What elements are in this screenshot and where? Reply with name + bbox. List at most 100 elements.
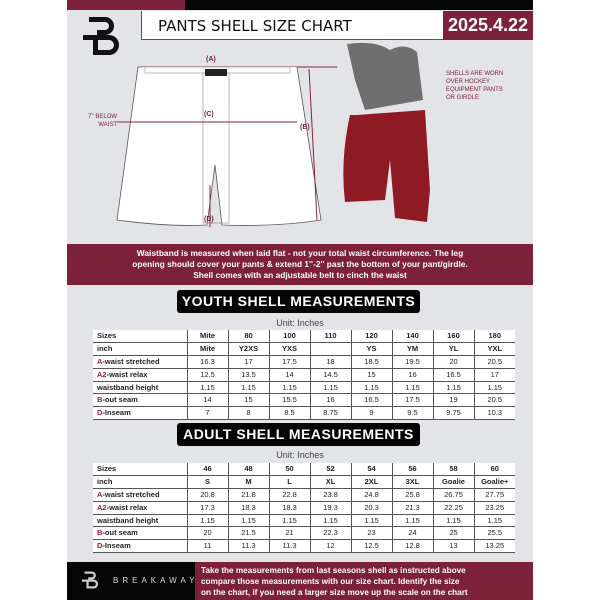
- table-cell: 16.3: [186, 355, 228, 369]
- size-chart-page: PANTS SHELL SIZE CHART 2025.4.22 (A) (C)…: [67, 0, 533, 600]
- label-c: (C): [204, 111, 214, 118]
- table-cell: 22.8: [268, 488, 310, 502]
- measure-code: A: [97, 489, 103, 499]
- table-cell: Mite: [186, 330, 228, 344]
- table-cell: 3XL: [391, 475, 433, 490]
- row-label: waistband height: [93, 381, 187, 395]
- table-cell: L: [268, 475, 310, 490]
- table-cell: 20.5: [473, 355, 515, 369]
- adult-size-table: Sizes 46 48 50 52 54 56 58 60 inch S M L XL 2XL 3XL Goal…: [93, 463, 515, 554]
- top-bar: [185, 0, 533, 10]
- table-cell: 24: [391, 526, 433, 541]
- page-title: PANTS SHELL SIZE CHART: [141, 11, 443, 40]
- photo-note-line: OR GIRDLE: [446, 95, 480, 101]
- table-cell: 17.5: [391, 393, 433, 408]
- table-cell: 18.3: [227, 501, 269, 515]
- table-cell: 50: [268, 463, 310, 477]
- measure-code: A: [97, 356, 103, 366]
- table-cell: 11.3: [227, 539, 269, 554]
- adult-unit-label: Unit: Inches: [276, 450, 324, 460]
- table-cell: 15.5: [268, 393, 310, 408]
- table-cell: 18.5: [350, 355, 392, 369]
- table-cell: 14: [268, 368, 310, 382]
- table-cell: 16.5: [350, 393, 392, 408]
- table-cell: 8.75: [309, 406, 351, 421]
- row-label: Sizes: [93, 463, 187, 477]
- table-cell: 9.75: [432, 406, 474, 421]
- table-cell: 2XL: [350, 475, 392, 490]
- table-cell: Goalie: [432, 475, 474, 490]
- row-label: waistband height: [93, 514, 187, 528]
- table-row: inch Mite Y2XS YXS YS YM YL YXL: [93, 342, 515, 357]
- table-cell: 20: [432, 355, 474, 369]
- table-cell: 14: [186, 393, 228, 408]
- table-cell: YL: [432, 342, 474, 357]
- table-cell: 16.5: [432, 368, 474, 382]
- table-cell: 23: [350, 526, 392, 541]
- footer-line: compare those measurements with our size…: [201, 577, 460, 586]
- table-cell: YXS: [268, 342, 310, 357]
- table-cell: 12.8: [391, 539, 433, 554]
- info-line: Shell comes with an adjustable belt to c…: [193, 270, 407, 280]
- youth-size-table: Sizes Mite 80 100 110 120 140 160 180 inch Mite Y2X…: [93, 330, 515, 421]
- table-row: B-out seam 14 15 15.5 16 16.5 17.5 19 20.5: [93, 393, 515, 408]
- table-cell: 7: [186, 406, 228, 421]
- table-row: waistband height 1.15 1.15 1.15 1.15 1.15 1.15…: [93, 381, 515, 395]
- table-cell: 25: [432, 526, 474, 541]
- table-cell: [309, 342, 351, 357]
- table-cell: 160: [432, 330, 474, 344]
- row-label: D-Inseam: [93, 539, 187, 554]
- table-row: Sizes Mite 80 100 110 120 140 160 180: [93, 330, 515, 344]
- table-cell: 17.5: [268, 355, 310, 369]
- table-cell: 1.15: [309, 381, 351, 395]
- table-cell: 20.3: [350, 501, 392, 515]
- table-cell: 19.5: [391, 355, 433, 369]
- table-row: inch S M L XL 2XL 3XL Goalie Goalie+: [93, 475, 515, 490]
- photo-note: SHELLS ARE WORN OVER HOCKEY EQUIPMENT PANT…: [446, 70, 503, 102]
- label-a: (A): [206, 56, 216, 63]
- table-cell: 1.15: [268, 514, 310, 528]
- table-cell: 48: [227, 463, 269, 477]
- row-label: D-Inseam: [93, 406, 187, 421]
- label-b: (B): [300, 124, 310, 131]
- measure-code: D: [97, 408, 103, 418]
- table-row: A2-waist relax 12.5 13.5 14 14.5 15 16 16.5 17: [93, 368, 515, 382]
- table-cell: YS: [350, 342, 392, 357]
- table-cell: 1.15: [432, 381, 474, 395]
- table-cell: 1.15: [473, 381, 515, 395]
- measure-code: B: [97, 395, 103, 405]
- table-cell: 27.75: [473, 488, 515, 502]
- table-cell: 9: [350, 406, 392, 421]
- table-cell: 13.5: [227, 368, 269, 382]
- table-cell: 25.5: [473, 526, 515, 541]
- table-cell: 1.15: [473, 514, 515, 528]
- table-cell: 19: [432, 393, 474, 408]
- table-cell: 1.15: [432, 514, 474, 528]
- table-cell: 15: [350, 368, 392, 382]
- table-cell: 56: [391, 463, 433, 477]
- adult-section-title: ADULT SHELL MEASUREMENTS: [177, 423, 420, 446]
- table-cell: 60: [473, 463, 515, 477]
- photo-note-line: OVER HOCKEY: [446, 79, 491, 85]
- table-cell: 1.15: [391, 514, 433, 528]
- table-cell: 12.5: [350, 539, 392, 554]
- info-line: Waistband is measured when laid flat - n…: [136, 248, 464, 258]
- table-row: Sizes 46 48 50 52 54 56 58 60: [93, 463, 515, 477]
- table-cell: 180: [473, 330, 515, 344]
- table-cell: 58: [432, 463, 474, 477]
- table-cell: 17: [227, 355, 269, 369]
- table-cell: 1.15: [227, 514, 269, 528]
- table-cell: Y2XS: [227, 342, 269, 357]
- table-cell: 1.15: [268, 381, 310, 395]
- table-cell: 80: [227, 330, 269, 344]
- footer-line: Take the measurements from last seasons …: [201, 566, 466, 575]
- table-cell: 19.3: [309, 501, 351, 515]
- row-label: A2-waist relax: [93, 368, 187, 382]
- table-cell: 8.5: [268, 406, 310, 421]
- label-d: (D): [204, 216, 214, 223]
- table-cell: 54: [350, 463, 392, 477]
- table-cell: XL: [309, 475, 351, 490]
- brand-logo-icon: [83, 17, 119, 55]
- table-row: D-Inseam 7 8 8.5 8.75 9 9.5 9.75 10.3: [93, 406, 515, 421]
- shorts-diagram: [116, 66, 337, 227]
